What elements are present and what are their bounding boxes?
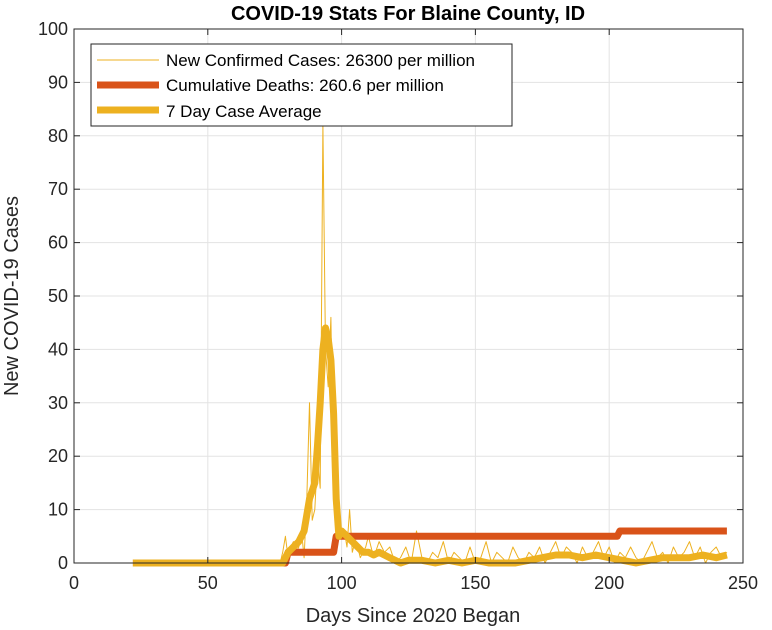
- ticks: 0 50 100 150 200 250 0 10 20 30 40 50 60 70 80 90 100: [38, 19, 758, 593]
- y-tick-label: 20: [48, 446, 68, 466]
- x-tick-label: 250: [728, 573, 758, 593]
- series-line-new-confirmed-cases: [132, 124, 728, 564]
- legend-label-7-day-average: 7 Day Case Average: [166, 102, 322, 121]
- x-tick-label: 150: [460, 573, 490, 593]
- y-tick-label: 80: [48, 126, 68, 146]
- legend: New Confirmed Cases: 26300 per million C…: [90, 43, 513, 127]
- chart-title: COVID-19 Stats For Blaine County, ID: [231, 3, 585, 25]
- y-tick-label: 70: [48, 179, 68, 199]
- y-axis-label: New COVID-19 Cases: [1, 196, 23, 396]
- series-layer: [132, 124, 728, 567]
- x-tick-label: 50: [198, 573, 218, 593]
- y-tick-label: 10: [48, 500, 68, 520]
- y-tick-label: 0: [58, 553, 68, 573]
- y-tick-label: 50: [48, 286, 68, 306]
- legend-label-cumulative-deaths: Cumulative Deaths: 260.6 per million: [166, 76, 444, 95]
- x-tick-label: 200: [594, 573, 624, 593]
- x-tick-label: 100: [327, 573, 357, 593]
- x-axis-label: Days Since 2020 Began: [306, 605, 521, 627]
- legend-box: [90, 43, 513, 127]
- legend-label-new-cases: New Confirmed Cases: 26300 per million: [166, 51, 475, 70]
- y-tick-label: 100: [38, 19, 68, 39]
- y-tick-label: 90: [48, 72, 68, 92]
- x-tick-label: 0: [69, 573, 79, 593]
- series-line-7-day-average: [132, 324, 728, 567]
- y-tick-label: 60: [48, 233, 68, 253]
- y-tick-label: 30: [48, 393, 68, 413]
- y-tick-label: 40: [48, 339, 68, 359]
